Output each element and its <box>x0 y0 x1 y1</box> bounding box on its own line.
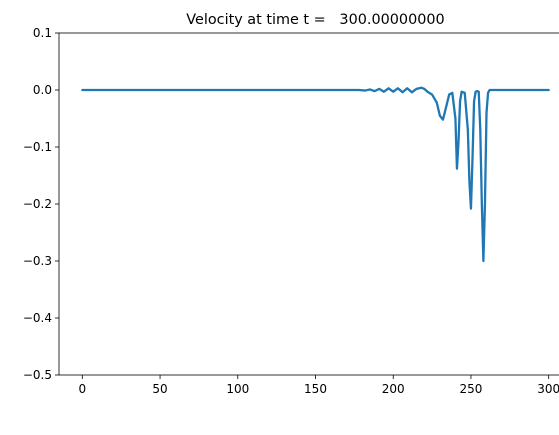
y-axis: 0.1 0.0 −0.1 −0.2 −0.3 −0.4 −0.5 <box>23 26 59 382</box>
x-axis: 0 50 100 150 200 250 300 <box>78 375 559 396</box>
x-tick-label: 100 <box>226 382 249 396</box>
y-tick-label: 0.0 <box>33 83 52 97</box>
plot-area <box>81 86 550 263</box>
y-tick-label: −0.3 <box>23 254 52 268</box>
y-tick-label: −0.1 <box>23 140 52 154</box>
x-tick-label: 150 <box>304 382 327 396</box>
series-line-0 <box>81 86 550 263</box>
x-tick-label: 200 <box>382 382 405 396</box>
x-tick-label: 50 <box>152 382 167 396</box>
y-tick-label: −0.5 <box>23 368 52 382</box>
plot-frame <box>58 32 559 376</box>
x-tick-label: 0 <box>78 382 86 396</box>
x-tick-label: 300 <box>537 382 559 396</box>
x-tick-label: 250 <box>460 382 483 396</box>
y-tick-label: −0.4 <box>23 311 52 325</box>
y-tick-label: −0.2 <box>23 197 52 211</box>
chart-title: Velocity at time t = 300.00000000 <box>186 12 444 28</box>
y-tick-label: 0.1 <box>33 26 52 40</box>
